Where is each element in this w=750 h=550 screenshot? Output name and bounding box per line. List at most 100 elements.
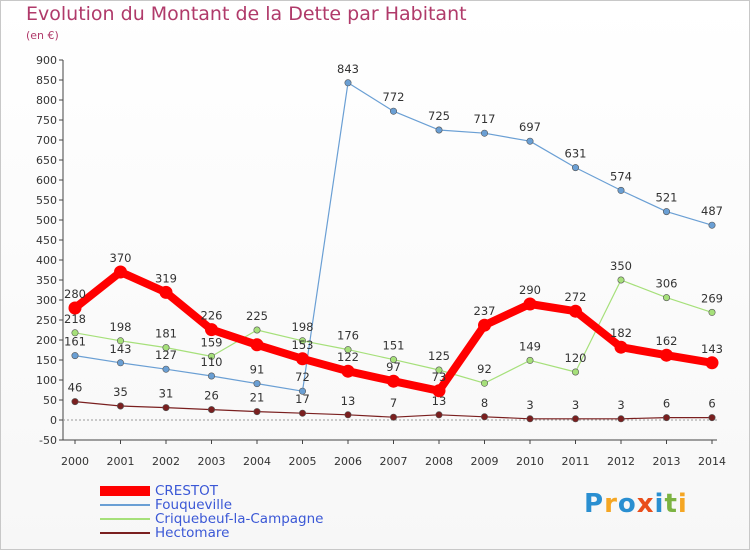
data-label-hectomare: 21 [250,391,265,405]
point-criquebeuf [117,337,125,345]
logo-letter: i [654,489,665,519]
data-label-hectomare: 35 [113,385,128,399]
data-label-hectomare: 13 [432,394,447,408]
data-label-fouqueville: 143 [110,342,132,356]
data-label-hectomare: 26 [204,389,219,403]
data-label-criquebeuf: 225 [246,309,268,323]
chart-title: Evolution du Montant de la Dette par Hab… [26,3,467,25]
data-label-fouqueville: 91 [250,363,265,377]
data-label-hectomare: 6 [708,397,715,411]
point-hectomare [389,413,397,421]
data-label-criquebeuf: 198 [110,320,132,334]
data-label-fouqueville: 697 [519,120,541,134]
point-hectomare [298,409,306,417]
legend-label-hectomare: Hectomare [155,525,230,541]
point-crestot [569,304,582,318]
legend-item-criquebeuf: Criquebeuf-la-Campagne [100,512,324,526]
point-crestot [114,265,127,279]
data-label-fouqueville: 772 [383,90,405,104]
y-tick-label: 400 [36,254,57,267]
data-label-crestot: 143 [701,342,723,356]
data-label-criquebeuf: 269 [701,291,723,305]
data-label-criquebeuf: 120 [565,351,587,365]
point-fouqueville [480,129,488,137]
point-criquebeuf [571,368,579,376]
point-fouqueville [162,365,170,373]
logo-letter: x [636,489,655,519]
point-hectomare [71,398,79,406]
data-label-crestot: 182 [610,326,632,340]
data-label-crestot: 272 [565,290,587,304]
data-label-crestot: 237 [474,304,496,318]
data-label-hectomare: 46 [68,381,83,395]
point-fouqueville [708,221,716,229]
y-tick-label: 850 [36,74,57,87]
y-tick-label: -50 [39,434,57,447]
point-fouqueville [571,164,579,172]
point-fouqueville [617,186,625,194]
data-label-hectomare: 17 [295,392,310,406]
point-criquebeuf [344,346,352,354]
data-label-criquebeuf: 92 [477,362,492,376]
point-crestot [660,348,673,362]
legend-swatch-crestot [100,486,150,496]
x-tick-label: 2008 [425,455,453,468]
y-tick-label: 550 [36,194,57,207]
point-criquebeuf [662,294,670,302]
legend: CRESTOT Fouqueville Criquebeuf-la-Campag… [100,484,324,540]
point-criquebeuf [708,308,716,316]
x-tick-label: 2006 [334,455,362,468]
data-label-crestot: 280 [64,287,86,301]
x-tick-label: 2001 [107,455,135,468]
point-criquebeuf [389,356,397,364]
point-hectomare [344,411,352,419]
point-criquebeuf [71,329,79,337]
x-tick-label: 2013 [653,455,681,468]
point-hectomare [208,406,216,414]
logo-letter: P [584,489,605,519]
data-label-crestot: 226 [201,309,223,323]
point-hectomare [708,414,716,422]
data-label-crestot: 162 [656,334,678,348]
point-crestot [205,323,218,337]
data-label-hectomare: 3 [617,398,624,412]
y-tick-label: 800 [36,94,57,107]
point-fouqueville [662,208,670,216]
logo-letter: o [617,489,637,519]
y-tick-label: 650 [36,154,57,167]
point-fouqueville [253,380,261,388]
data-label-crestot: 153 [292,338,314,352]
data-label-fouqueville: 574 [610,169,632,183]
point-criquebeuf [617,276,625,284]
data-label-crestot: 290 [519,283,541,297]
data-label-hectomare: 7 [390,396,397,410]
x-tick-label: 2012 [607,455,635,468]
point-criquebeuf [435,366,443,374]
point-crestot [705,356,719,370]
y-tick-label: 0 [50,414,57,427]
legend-label-crestot: CRESTOT [155,483,219,499]
point-criquebeuf [162,344,170,352]
legend-swatch-hectomare [100,532,150,534]
y-tick-label: 300 [36,294,57,307]
point-fouqueville [298,387,306,395]
x-tick-label: 2007 [380,455,408,468]
y-tick-label: 450 [36,234,57,247]
y-tick-label: 900 [36,54,57,67]
point-crestot [68,301,82,315]
data-label-crestot: 319 [155,271,177,285]
data-label-fouqueville: 127 [155,348,177,362]
legend-swatch-fouqueville [100,504,150,506]
proxiti-logo: Proxiti [584,489,688,519]
data-label-crestot: 122 [337,350,359,364]
point-crestot [387,374,400,388]
data-label-fouqueville: 161 [64,335,86,349]
data-label-criquebeuf: 306 [656,277,678,291]
y-tick-label: 600 [36,174,57,187]
point-crestot [296,352,309,366]
data-label-fouqueville: 521 [656,191,678,205]
point-criquebeuf [298,337,306,345]
data-label-fouqueville: 631 [565,147,587,161]
